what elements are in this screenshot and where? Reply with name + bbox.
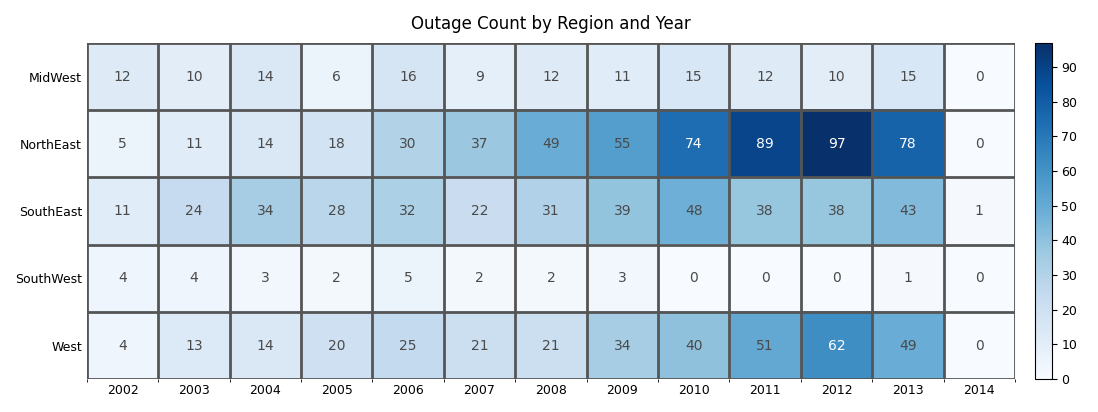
Text: 0: 0 (690, 271, 698, 285)
Text: 89: 89 (757, 137, 774, 151)
Text: 43: 43 (899, 204, 917, 218)
Text: 11: 11 (114, 204, 132, 218)
Text: 9: 9 (475, 70, 484, 84)
Text: 6: 6 (333, 70, 341, 84)
Text: 11: 11 (186, 137, 203, 151)
Text: 12: 12 (542, 70, 560, 84)
Text: 39: 39 (614, 204, 631, 218)
Text: 21: 21 (471, 339, 489, 353)
Text: 48: 48 (685, 204, 703, 218)
Text: 14: 14 (257, 137, 274, 151)
Text: 14: 14 (257, 339, 274, 353)
Text: 97: 97 (828, 137, 845, 151)
Text: 16: 16 (400, 70, 417, 84)
Text: 37: 37 (471, 137, 489, 151)
Text: 1: 1 (975, 204, 984, 218)
Text: 30: 30 (400, 137, 417, 151)
Text: 22: 22 (471, 204, 489, 218)
Text: 12: 12 (114, 70, 132, 84)
Title: Outage Count by Region and Year: Outage Count by Region and Year (411, 15, 691, 33)
Text: 24: 24 (186, 204, 203, 218)
Text: 12: 12 (757, 70, 774, 84)
Text: 38: 38 (757, 204, 774, 218)
Text: 38: 38 (828, 204, 845, 218)
Text: 0: 0 (975, 271, 984, 285)
Text: 15: 15 (899, 70, 917, 84)
Text: 74: 74 (685, 137, 703, 151)
Text: 0: 0 (975, 137, 984, 151)
Text: 21: 21 (542, 339, 560, 353)
Text: 49: 49 (899, 339, 917, 353)
Text: 0: 0 (761, 271, 770, 285)
Text: 25: 25 (400, 339, 417, 353)
Text: 51: 51 (757, 339, 774, 353)
Text: 49: 49 (542, 137, 560, 151)
Text: 10: 10 (828, 70, 845, 84)
Text: 4: 4 (119, 271, 127, 285)
Text: 10: 10 (186, 70, 203, 84)
Text: 32: 32 (400, 204, 417, 218)
Text: 2: 2 (547, 271, 556, 285)
Text: 78: 78 (899, 137, 917, 151)
Text: 55: 55 (614, 137, 631, 151)
Text: 1: 1 (904, 271, 912, 285)
Text: 34: 34 (614, 339, 631, 353)
Text: 2: 2 (333, 271, 341, 285)
Text: 5: 5 (119, 137, 127, 151)
Text: 28: 28 (328, 204, 346, 218)
Text: 15: 15 (685, 70, 703, 84)
Text: 2: 2 (475, 271, 484, 285)
Text: 0: 0 (975, 70, 984, 84)
Text: 4: 4 (119, 339, 127, 353)
Text: 4: 4 (190, 271, 199, 285)
Text: 5: 5 (404, 271, 413, 285)
Text: 3: 3 (261, 271, 270, 285)
Text: 31: 31 (542, 204, 560, 218)
Text: 0: 0 (975, 339, 984, 353)
Text: 3: 3 (618, 271, 627, 285)
Text: 20: 20 (328, 339, 346, 353)
Text: 13: 13 (186, 339, 203, 353)
Text: 14: 14 (257, 70, 274, 84)
Text: 62: 62 (828, 339, 845, 353)
Text: 18: 18 (328, 137, 346, 151)
Text: 34: 34 (257, 204, 274, 218)
Text: 0: 0 (832, 271, 841, 285)
Text: 40: 40 (685, 339, 703, 353)
Text: 11: 11 (614, 70, 631, 84)
